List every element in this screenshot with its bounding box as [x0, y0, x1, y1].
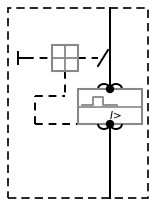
Polygon shape	[107, 85, 114, 92]
Bar	[8, 8, 148, 198]
Polygon shape	[107, 121, 114, 128]
Bar	[52, 45, 78, 71]
Text: $I\!>$: $I\!>$	[109, 109, 122, 121]
Bar	[78, 89, 142, 124]
